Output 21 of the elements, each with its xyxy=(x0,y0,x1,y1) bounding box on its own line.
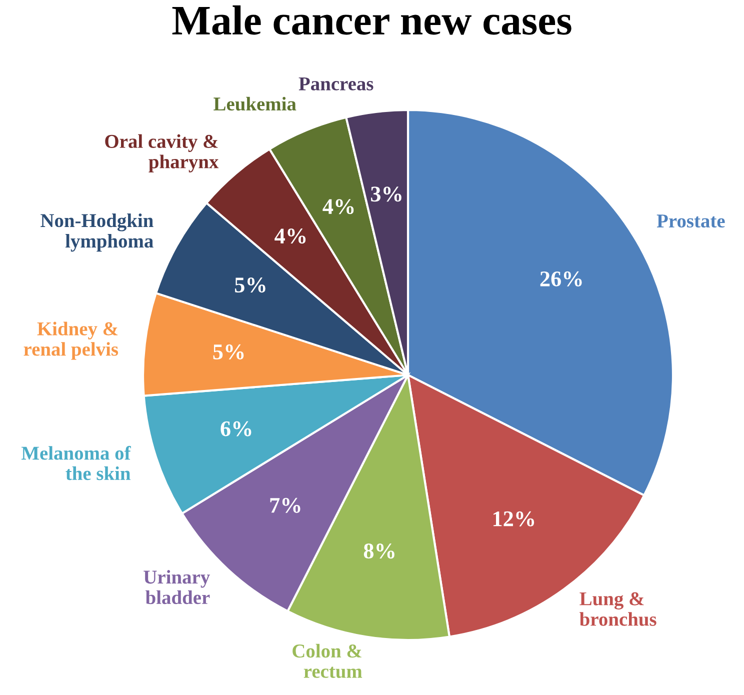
data-label: 8% xyxy=(364,544,394,559)
data-label: 7% xyxy=(270,498,300,513)
data-label: 6% xyxy=(220,421,252,436)
slice-label: Colon & rectum xyxy=(292,644,362,678)
data-label: 12% xyxy=(493,511,534,526)
slice-label: Leukemia xyxy=(214,96,296,111)
slice-label: Non-Hodgkin lymphoma xyxy=(40,213,154,252)
slice-label: Oral cavity & pharynx xyxy=(105,134,219,172)
slice-label: Kidney & renal pelvis xyxy=(24,322,118,360)
data-label: 4% xyxy=(274,228,306,244)
chart-title: Male cancer new cases xyxy=(172,5,572,35)
data-label: 26% xyxy=(540,271,582,286)
slice-label: Prostate xyxy=(656,214,725,228)
slice-label: Urinary bladder xyxy=(144,570,210,604)
data-label: 3% xyxy=(370,186,402,202)
slice-label: Melanoma of the skin xyxy=(21,446,131,480)
data-label: 5% xyxy=(213,344,244,360)
data-label: 4% xyxy=(322,199,354,214)
slice-label: Pancreas xyxy=(298,77,374,90)
data-label: 5% xyxy=(235,278,266,293)
slice-label: Lung & bronchus xyxy=(580,592,656,626)
